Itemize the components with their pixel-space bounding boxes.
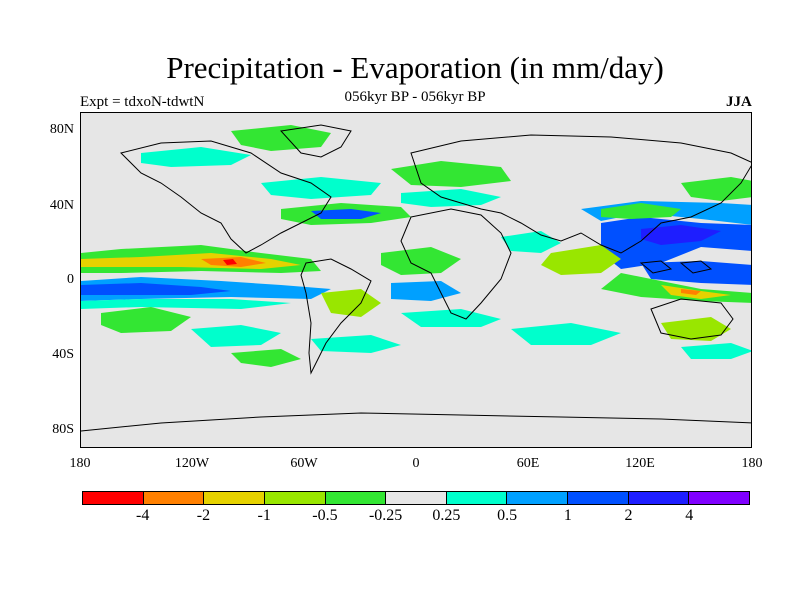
lon-tick-label: 60E: [516, 456, 540, 471]
warm-pool-deepblue: [641, 225, 721, 245]
s-pacific-cyan-1: [191, 325, 281, 347]
itcz-red-spot: [223, 259, 237, 265]
australia-outline: [650, 298, 734, 340]
field-patches: [81, 125, 751, 367]
s-atlantic-cyan: [401, 309, 501, 327]
s-indian-cyan: [511, 323, 621, 345]
greenland-green: [231, 125, 331, 151]
south-america-outline: [300, 258, 372, 375]
australia-green: [661, 317, 731, 341]
plot-title: Precipitation - Evaporation (in mm/day): [166, 50, 664, 85]
colorbar-swatch: [507, 492, 569, 504]
colorbar-swatch: [325, 492, 387, 504]
s-pacific-green-1: [101, 307, 191, 333]
lat-tick-label: 40N: [49, 198, 74, 213]
lon-tick-label: 0: [412, 456, 420, 471]
colorbar-swatch: [83, 492, 144, 504]
colorbar-label: -4: [136, 507, 150, 524]
lon-tick-label: 120W: [174, 456, 210, 471]
e-atlantic-blue: [391, 281, 461, 301]
colorbar-label: -2: [196, 507, 211, 524]
lat-tick-label: 80N: [49, 122, 74, 137]
w-africa-green: [381, 247, 461, 275]
map-svg: [81, 113, 751, 447]
europe-cyan: [401, 189, 501, 207]
s-ocean-green-mid: [231, 349, 301, 367]
colorbar-label: 0.25: [432, 507, 461, 524]
lon-tick-label: 180: [69, 456, 91, 471]
s-ocean-cyan-east: [681, 343, 751, 359]
antarctica-outline: [81, 412, 751, 432]
experiment-label: Expt = tdxoN-tdwtN: [80, 94, 205, 110]
colorbar: [82, 491, 750, 505]
indian-ocean-green: [541, 245, 621, 275]
colorbar-swatch: [446, 492, 508, 504]
greenland-outline: [280, 124, 352, 158]
africa-outline: [400, 208, 512, 320]
colorbar-label: 4: [685, 507, 694, 524]
colorbar-swatch: [204, 492, 265, 504]
map-panel: [80, 112, 752, 448]
colorbar-swatch: [689, 492, 750, 504]
lat-tick-label: 0: [67, 272, 74, 287]
east-asia-green: [601, 203, 681, 219]
plot-subtitle: 056kyr BP - 056kyr BP: [344, 89, 486, 105]
n-atlantic-blue: [311, 209, 381, 219]
pacific-darkblue-band: [81, 283, 231, 295]
maritime-continent: [639, 260, 713, 274]
lat-tick-label: 80S: [52, 422, 74, 437]
eurasia-outline: [410, 134, 751, 254]
eq-wpac-orange: [681, 289, 701, 295]
colorbar-swatch: [143, 492, 205, 504]
pacific-cyan-fringe: [81, 299, 291, 309]
season-label: JJA: [726, 94, 752, 110]
colorbar-label: -0.5: [312, 507, 338, 524]
colorbar-swatch: [264, 492, 326, 504]
north-america-outline: [120, 140, 332, 254]
n-america-cyan: [261, 177, 381, 199]
colorbar-label: -0.25: [368, 507, 403, 524]
colorbar-label: 2: [624, 507, 633, 524]
arctic-cyan: [141, 147, 251, 167]
s-america-green: [321, 289, 381, 317]
s-ocean-cyan-west: [311, 335, 401, 353]
colorbar-swatch: [628, 492, 690, 504]
lat-tick-label: 40S: [52, 347, 74, 362]
colorbar-swatch: [386, 492, 447, 504]
nw-pacific-green: [681, 177, 751, 201]
lon-tick-label: 60W: [290, 456, 318, 471]
europe-green: [391, 161, 511, 187]
coastlines: [81, 124, 751, 432]
colorbar-label: -1: [257, 507, 271, 524]
colorbar-label: 0.5: [497, 507, 518, 524]
colorbar-label: 1: [563, 507, 572, 524]
lon-tick-label: 180: [741, 456, 763, 471]
lon-tick-label: 120E: [625, 456, 655, 471]
colorbar-swatch: [568, 492, 629, 504]
